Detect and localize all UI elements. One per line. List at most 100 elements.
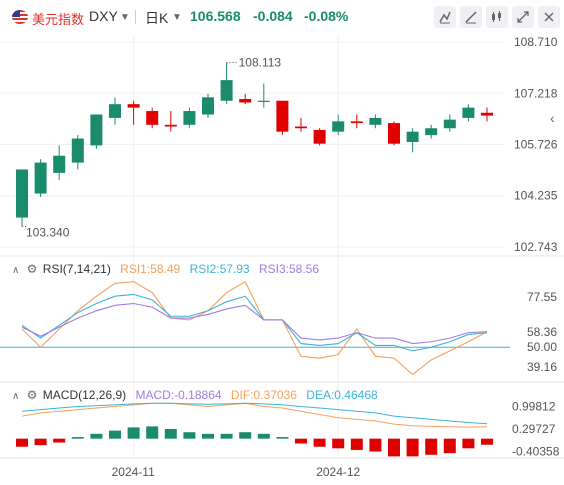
chart-type-icon[interactable] bbox=[486, 6, 508, 28]
dif-value: DIF:0.37036 bbox=[230, 388, 297, 402]
candle bbox=[406, 131, 419, 142]
symbol-dropdown-icon[interactable]: ▼ bbox=[120, 12, 130, 23]
macd-histogram-bar bbox=[332, 438, 345, 449]
macd-axis-tick-label: 0.99812 bbox=[512, 400, 556, 414]
candle bbox=[16, 169, 28, 218]
us-flag-icon bbox=[12, 10, 28, 24]
current-price: 106.568 bbox=[190, 8, 241, 24]
candle bbox=[239, 99, 252, 103]
y-axis-tick-label: 108.710 bbox=[514, 35, 558, 49]
candle bbox=[220, 80, 233, 101]
macd-histogram-bar bbox=[34, 438, 47, 446]
macd-histogram-bar bbox=[90, 433, 103, 439]
macd-histogram-bar bbox=[16, 438, 28, 447]
price-change: -0.084 bbox=[253, 8, 293, 24]
candle bbox=[90, 114, 103, 146]
dea-value: DEA:0.46468 bbox=[306, 388, 378, 402]
price-change-percent: -0.08% bbox=[304, 8, 349, 24]
settings-icon[interactable]: ⚙ bbox=[26, 262, 38, 276]
chevron-left-icon[interactable]: ‹ bbox=[550, 110, 555, 126]
candle bbox=[53, 155, 66, 173]
y-axis-tick-label: 102.743 bbox=[514, 240, 558, 254]
candle bbox=[462, 107, 475, 118]
fullscreen-icon[interactable] bbox=[512, 6, 534, 28]
macd-title: MACD(12,26,9) bbox=[42, 388, 127, 402]
candle bbox=[388, 123, 400, 144]
candle bbox=[164, 124, 177, 127]
candle bbox=[276, 100, 289, 132]
min-price-label: 103.340 bbox=[26, 225, 70, 239]
rsi2-value: RSI2:57.93 bbox=[189, 262, 250, 276]
close-icon[interactable] bbox=[538, 6, 560, 28]
macd-histogram-bar bbox=[53, 438, 66, 443]
rsi-axis-tick-label: 77.55 bbox=[527, 290, 557, 304]
candle bbox=[34, 162, 47, 194]
candle bbox=[295, 126, 307, 129]
draw-tools-icon[interactable] bbox=[460, 6, 482, 28]
macd-histogram-bar bbox=[425, 438, 438, 455]
candle bbox=[202, 97, 214, 115]
period-dropdown-icon[interactable]: ▼ bbox=[172, 12, 182, 23]
candle bbox=[369, 117, 382, 125]
rsi-axis-tick-label: 39.16 bbox=[527, 360, 557, 374]
y-axis-tick-label: 104.235 bbox=[514, 189, 558, 203]
rsi-axis-tick-label: 50.00 bbox=[527, 340, 557, 354]
macd-histogram-bar bbox=[276, 437, 289, 439]
candle bbox=[443, 119, 456, 129]
rsi1-line bbox=[21, 280, 488, 376]
macd-histogram-bar bbox=[313, 438, 326, 447]
macd-axis-tick-label: -0.40358 bbox=[512, 445, 560, 459]
x-axis-tick-label: 2024-11 bbox=[112, 465, 155, 479]
macd-histogram-bar bbox=[146, 426, 159, 439]
candle bbox=[313, 129, 326, 144]
macd-histogram-bar bbox=[406, 438, 419, 457]
macd-legend: ∧ ⚙ MACD(12,26,9) MACD:-0.18864 DIF:0.37… bbox=[12, 388, 378, 402]
macd-value: MACD:-0.18864 bbox=[135, 388, 222, 402]
macd-histogram-bar bbox=[295, 438, 307, 444]
macd-histogram-bar bbox=[239, 432, 252, 439]
symbol-name[interactable]: 美元指数 bbox=[32, 12, 85, 27]
x-axis-tick-label: 2024-12 bbox=[316, 465, 360, 479]
macd-histogram-bar bbox=[462, 438, 475, 449]
macd-histogram-bar bbox=[481, 438, 493, 445]
candle bbox=[425, 128, 438, 136]
macd-histogram-bar bbox=[183, 432, 196, 439]
macd-axis-tick-label: 0.29727 bbox=[512, 422, 556, 436]
candle bbox=[257, 100, 270, 102]
macd-histogram-bar bbox=[443, 438, 456, 454]
toolbar-divider bbox=[135, 10, 136, 24]
macd-histogram-bar bbox=[127, 427, 140, 439]
y-axis-tick-label: 107.218 bbox=[514, 86, 558, 100]
rsi1-value: RSI1:58.49 bbox=[120, 262, 181, 276]
macd-histogram-bar bbox=[220, 433, 233, 439]
dea-line bbox=[21, 402, 488, 425]
macd-histogram-bar bbox=[202, 433, 214, 439]
candle bbox=[332, 121, 345, 132]
symbol-code[interactable]: DXY bbox=[89, 8, 118, 24]
candle bbox=[71, 138, 84, 163]
macd-histogram-bar bbox=[257, 433, 270, 439]
collapse-icon[interactable]: ∧ bbox=[12, 391, 20, 402]
top-toolbar: 美元指数 DXY ▼ 日K ▼ 106.568 -0.084 -0.08% bbox=[0, 0, 564, 34]
settings-icon[interactable]: ⚙ bbox=[26, 388, 38, 402]
period-selector[interactable]: 日K bbox=[145, 10, 169, 26]
max-price-label: 108.113 bbox=[239, 56, 282, 70]
rsi-legend: ∧ ⚙ RSI(7,14,21) RSI1:58.49 RSI2:57.93 R… bbox=[12, 262, 319, 276]
dif-line bbox=[21, 402, 488, 428]
candle bbox=[146, 111, 159, 125]
collapse-icon[interactable]: ∧ bbox=[12, 265, 20, 276]
macd-histogram-bar bbox=[71, 437, 84, 439]
candle bbox=[350, 121, 363, 124]
rsi-axis-tick-label: 58.36 bbox=[527, 325, 557, 339]
rsi3-value: RSI3:58.56 bbox=[258, 262, 319, 276]
candle bbox=[183, 111, 196, 125]
macd-histogram-bar bbox=[350, 438, 363, 450]
macd-histogram-bar bbox=[388, 438, 400, 457]
y-axis-tick-label: 105.726 bbox=[514, 138, 558, 152]
macd-histogram-bar bbox=[369, 438, 382, 452]
macd-histogram-bar bbox=[109, 430, 121, 439]
rsi3-line bbox=[21, 302, 488, 345]
indicator-settings-icon[interactable] bbox=[434, 6, 456, 28]
candle bbox=[109, 104, 121, 118]
